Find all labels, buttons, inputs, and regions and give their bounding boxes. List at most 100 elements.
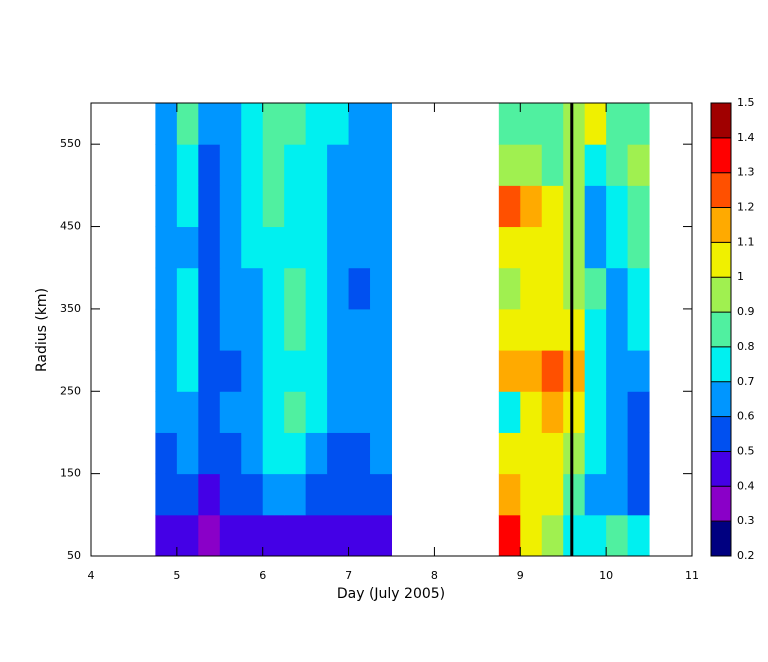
contour-cell bbox=[348, 185, 371, 228]
contour-cell bbox=[606, 103, 629, 145]
colorbar-bin bbox=[711, 486, 731, 522]
y-tick-label: 350 bbox=[60, 302, 81, 315]
contour-cell bbox=[520, 185, 543, 228]
contour-cell bbox=[563, 391, 586, 433]
colorbar-label: 0.2 bbox=[737, 549, 755, 562]
contour-cell bbox=[563, 103, 586, 145]
contour-cell bbox=[541, 350, 564, 392]
contour-cell bbox=[498, 350, 521, 392]
contour-cell bbox=[262, 473, 285, 516]
contour-cell bbox=[198, 226, 221, 269]
colorbar-bin bbox=[711, 416, 731, 452]
contour-cell bbox=[541, 514, 564, 557]
contour-cell bbox=[370, 308, 392, 351]
colorbar-bin bbox=[711, 277, 731, 313]
y-axis-label: Radius (km) bbox=[34, 288, 50, 372]
contour-cell bbox=[305, 308, 328, 351]
contour-cell bbox=[370, 391, 392, 433]
contour-cell bbox=[627, 226, 650, 269]
contour-cell bbox=[498, 103, 521, 145]
contour-cell bbox=[327, 103, 350, 145]
contour-cell bbox=[627, 432, 650, 475]
contour-cell bbox=[348, 103, 371, 145]
contour-cell bbox=[176, 103, 199, 145]
contour-cell bbox=[198, 144, 221, 186]
contour-cell bbox=[541, 226, 564, 269]
contour-cell bbox=[520, 267, 543, 310]
contour-cell bbox=[305, 514, 328, 557]
contour-cell bbox=[520, 350, 543, 392]
y-tick-label: 550 bbox=[60, 137, 81, 150]
contour-cell bbox=[327, 308, 350, 351]
contour-cell bbox=[262, 185, 285, 228]
contour-cell bbox=[498, 144, 521, 186]
x-tick-label: 7 bbox=[345, 569, 352, 582]
contour-cell bbox=[219, 432, 242, 475]
contour-cell bbox=[348, 391, 371, 433]
contour-cell bbox=[348, 226, 371, 269]
contour-cell bbox=[370, 432, 392, 475]
contour-cell bbox=[241, 308, 264, 351]
contour-cell bbox=[627, 473, 650, 516]
x-tick-label: 4 bbox=[88, 569, 95, 582]
contour-cell bbox=[348, 514, 371, 557]
contour-cell bbox=[241, 473, 264, 516]
contour-cell bbox=[627, 267, 650, 310]
contour-cell bbox=[606, 514, 629, 557]
contour-cell bbox=[606, 185, 629, 228]
contour-cell bbox=[219, 103, 242, 145]
colorbar-label: 0.9 bbox=[737, 305, 755, 318]
contour-cell bbox=[284, 514, 307, 557]
contour-cell bbox=[520, 103, 543, 145]
contour-cell bbox=[584, 391, 607, 433]
contour-cell bbox=[219, 391, 242, 433]
contour-cell bbox=[606, 267, 629, 310]
contour-cell bbox=[284, 226, 307, 269]
contour-cell bbox=[262, 514, 285, 557]
x-tick-label: 10 bbox=[599, 569, 613, 582]
contour-cell bbox=[584, 473, 607, 516]
x-tick-label: 9 bbox=[517, 569, 524, 582]
contour-cell bbox=[520, 432, 543, 475]
contour-cell bbox=[155, 185, 178, 228]
contour-cell bbox=[262, 267, 285, 310]
contour-cell bbox=[348, 308, 371, 351]
contour-cell bbox=[241, 185, 264, 228]
contour-cell bbox=[241, 432, 264, 475]
contour-cell bbox=[176, 308, 199, 351]
contour-cell bbox=[305, 391, 328, 433]
contour-cell bbox=[262, 103, 285, 145]
contour-cell bbox=[155, 350, 178, 392]
contour-cell bbox=[563, 350, 586, 392]
contour-cell bbox=[284, 267, 307, 310]
contour-cell bbox=[370, 514, 392, 557]
contour-cell bbox=[198, 473, 221, 516]
contour-cell bbox=[627, 514, 650, 557]
contour-cell bbox=[305, 267, 328, 310]
contour-cell bbox=[541, 144, 564, 186]
contour-cell bbox=[520, 144, 543, 186]
contour-cell bbox=[198, 432, 221, 475]
contour-cell bbox=[155, 103, 178, 145]
colorbar-bin bbox=[711, 103, 731, 139]
colorbar-label: 1.2 bbox=[737, 201, 755, 214]
contour-cell bbox=[176, 144, 199, 186]
contour-cell bbox=[498, 391, 521, 433]
contour-cell bbox=[219, 473, 242, 516]
contour-cell bbox=[327, 226, 350, 269]
contour-cell bbox=[176, 432, 199, 475]
contour-cell bbox=[370, 350, 392, 392]
contour-cell bbox=[327, 514, 350, 557]
contour-cell bbox=[327, 350, 350, 392]
contour-cell bbox=[627, 185, 650, 228]
contour-cell bbox=[348, 350, 371, 392]
colorbar-label: 0.8 bbox=[737, 340, 755, 353]
contour-cell bbox=[198, 185, 221, 228]
contour-cell bbox=[327, 391, 350, 433]
colorbar-bin bbox=[711, 312, 731, 348]
contour-cell bbox=[327, 432, 350, 475]
contour-cell bbox=[584, 308, 607, 351]
contour-cell bbox=[219, 267, 242, 310]
contour-cell bbox=[305, 144, 328, 186]
